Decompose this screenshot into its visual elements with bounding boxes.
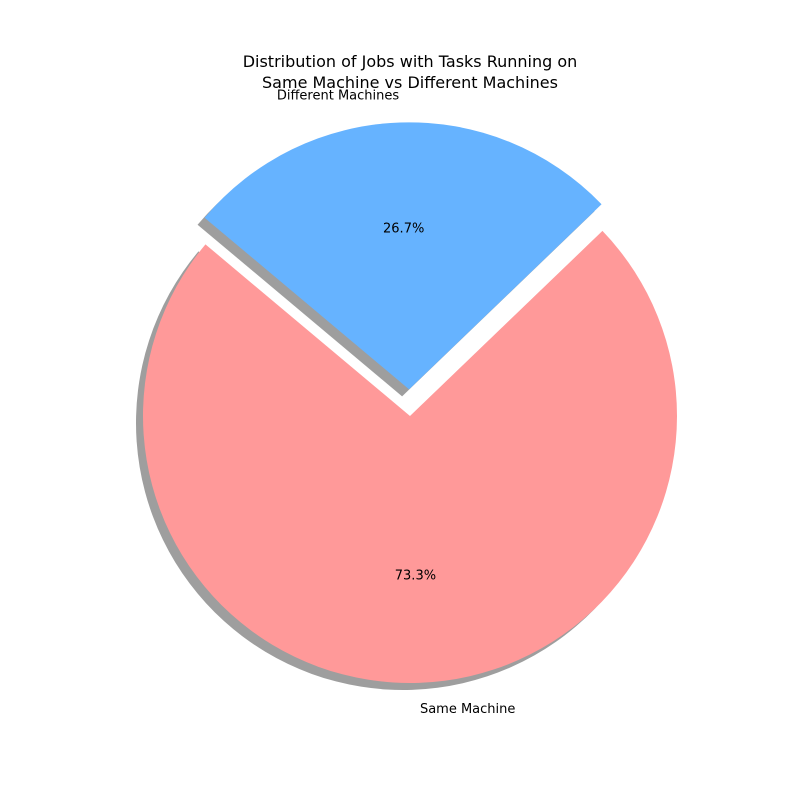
pie-slice-different-machines — [204, 122, 602, 390]
slice-percent-different-machines: 26.7% — [383, 222, 424, 237]
chart-title-line-2: Same Machine vs Different Machines — [262, 73, 558, 92]
pie-slice-layer — [143, 122, 678, 684]
pie-slice-same-machine — [143, 230, 678, 684]
slice-percent-same-machine: 73.3% — [395, 569, 436, 584]
pie-label-layer: Same Machine 73.3% Different Machines 26.7% — [277, 88, 516, 717]
slice-label-same-machine: Same Machine — [420, 702, 515, 717]
chart-title-line-1: Distribution of Jobs with Tasks Running … — [243, 52, 578, 71]
slice-label-different-machines: Different Machines — [277, 88, 400, 103]
